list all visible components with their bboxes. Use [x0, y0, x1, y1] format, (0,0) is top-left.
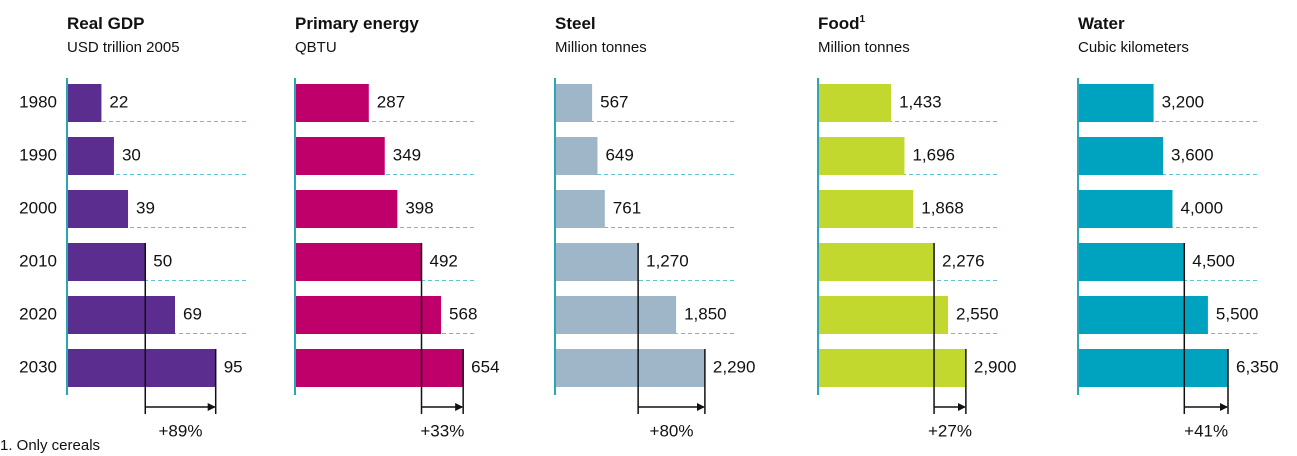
value-label: 287 [377, 92, 405, 111]
value-label: 4,500 [1192, 251, 1235, 270]
bar [295, 243, 422, 281]
value-label: 1,270 [646, 251, 689, 270]
bar [555, 349, 705, 387]
bar [67, 190, 129, 228]
y-tick-label: 2000 [19, 198, 57, 217]
bar [818, 243, 935, 281]
bar [555, 190, 605, 228]
value-label: 1,433 [899, 92, 942, 111]
value-label: 2,550 [956, 304, 999, 323]
bar [818, 84, 892, 122]
value-label: 50 [153, 251, 172, 270]
value-label: 30 [122, 145, 141, 164]
bar [67, 349, 216, 387]
title-text: Food [818, 14, 860, 33]
growth-label: +41% [1184, 421, 1228, 440]
title-note: 1 [860, 14, 866, 25]
bar [67, 84, 102, 122]
title-text: Water [1078, 14, 1125, 33]
value-label: 2,900 [974, 357, 1017, 376]
value-label: 1,696 [912, 145, 955, 164]
value-label: 654 [471, 357, 499, 376]
value-label: 1,868 [921, 198, 964, 217]
title-text: Real GDP [67, 14, 144, 33]
growth-label: +33% [420, 421, 464, 440]
panel-title: Primary energy [295, 14, 419, 33]
value-label: 3,200 [1162, 92, 1205, 111]
y-tick-label: 1980 [19, 92, 57, 111]
y-tick-label: 2030 [19, 357, 57, 376]
bar [1078, 243, 1185, 281]
panel-subtitle: QBTU [295, 39, 337, 56]
panel-title: Real GDP [67, 14, 144, 33]
growth-label: +27% [928, 421, 972, 440]
y-tick-label: 2020 [19, 304, 57, 323]
bar [67, 243, 146, 281]
bar [1078, 190, 1173, 228]
value-label: 39 [136, 198, 155, 217]
bar [67, 296, 175, 334]
panel-title: Steel [555, 14, 596, 33]
value-label: 95 [224, 357, 243, 376]
bar [818, 190, 914, 228]
bar [555, 84, 593, 122]
value-label: 5,500 [1216, 304, 1259, 323]
value-label: 2,290 [713, 357, 756, 376]
bar [818, 296, 949, 334]
title-text: Primary energy [295, 14, 419, 33]
growth-label: +80% [650, 421, 694, 440]
bar [295, 296, 442, 334]
value-label: 398 [405, 198, 433, 217]
bar [818, 349, 966, 387]
bar [555, 243, 639, 281]
bar [295, 137, 385, 175]
panel-subtitle: USD trillion 2005 [67, 39, 180, 56]
y-tick-label: 1990 [19, 145, 57, 164]
panel-subtitle: Cubic kilometers [1078, 39, 1189, 56]
title-text: Steel [555, 14, 596, 33]
value-label: 3,600 [1171, 145, 1214, 164]
panel-title: Food1 [818, 14, 866, 34]
value-label: 568 [449, 304, 477, 323]
bar [67, 137, 114, 175]
bar [295, 349, 464, 387]
value-label: 69 [183, 304, 202, 323]
bar [818, 137, 905, 175]
panel-subtitle: Million tonnes [818, 39, 910, 56]
panel-subtitle: Million tonnes [555, 39, 647, 56]
panel-title: Water [1078, 14, 1125, 33]
value-label: 6,350 [1236, 357, 1279, 376]
bar [1078, 349, 1228, 387]
bar [295, 84, 369, 122]
bar [1078, 137, 1164, 175]
value-label: 1,850 [684, 304, 727, 323]
value-label: 567 [600, 92, 628, 111]
bar [295, 190, 398, 228]
footnote: 1. Only cereals [0, 437, 100, 454]
value-label: 349 [393, 145, 421, 164]
value-label: 2,276 [942, 251, 985, 270]
bar [1078, 296, 1208, 334]
bar [1078, 84, 1154, 122]
bar [555, 296, 677, 334]
value-label: 761 [613, 198, 641, 217]
value-label: 649 [605, 145, 633, 164]
y-tick-label: 2010 [19, 251, 57, 270]
growth-label: +89% [159, 421, 203, 440]
value-label: 22 [109, 92, 128, 111]
value-label: 4,000 [1180, 198, 1223, 217]
bar [555, 137, 598, 175]
value-label: 492 [430, 251, 458, 270]
